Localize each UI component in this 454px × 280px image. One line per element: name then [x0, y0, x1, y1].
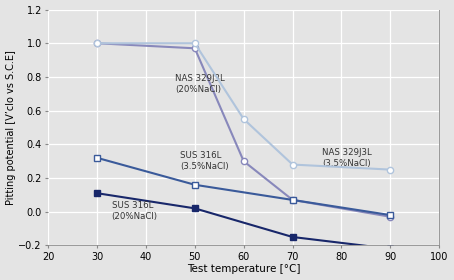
X-axis label: Test temperature [°C]: Test temperature [°C]	[187, 264, 301, 274]
Text: SUS 316L
(3.5%NaCl): SUS 316L (3.5%NaCl)	[180, 151, 229, 171]
Y-axis label: Pitting potential [V’clo vs S.C.E]: Pitting potential [V’clo vs S.C.E]	[5, 50, 15, 205]
Text: NAS 329J3L
(3.5%NaCl): NAS 329J3L (3.5%NaCl)	[322, 148, 372, 168]
Text: NAS 329J3L
(20%NaCl): NAS 329J3L (20%NaCl)	[175, 74, 225, 94]
Text: SUS 316L
(20%NaCl): SUS 316L (20%NaCl)	[112, 201, 158, 221]
